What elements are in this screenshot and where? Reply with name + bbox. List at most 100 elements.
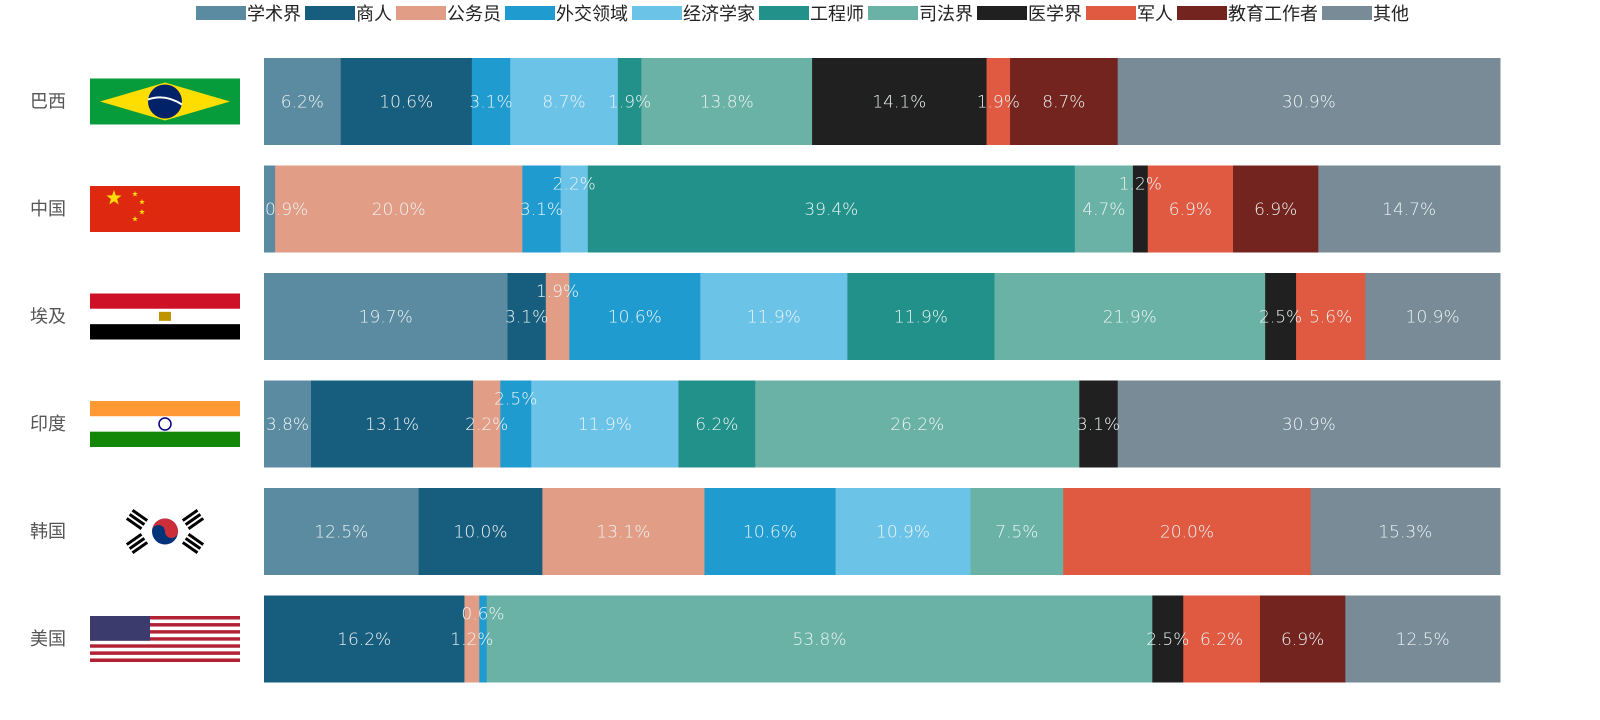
data-label: 8.7% xyxy=(1042,93,1085,113)
bar-segment[interactable] xyxy=(1074,165,1134,253)
legend-swatch xyxy=(396,6,446,20)
bar-segment[interactable] xyxy=(264,58,342,145)
legend-item[interactable]: 商人 xyxy=(305,4,392,25)
bar-segment[interactable] xyxy=(1079,380,1119,468)
data-label: 10.9% xyxy=(876,523,930,543)
data-label: 2.2% xyxy=(553,175,596,195)
bar-segment[interactable] xyxy=(264,488,420,575)
bar-segment[interactable] xyxy=(340,58,473,145)
bar-segment[interactable] xyxy=(1265,273,1297,360)
data-label: 12.5% xyxy=(1396,630,1450,650)
data-label: 14.7% xyxy=(1382,200,1436,220)
bar-segment[interactable] xyxy=(1010,58,1119,145)
data-label: 26.2% xyxy=(890,415,944,435)
legend-item[interactable]: 经济学家 xyxy=(632,4,755,25)
bar-segment[interactable] xyxy=(1183,595,1261,683)
legend-item[interactable]: 外交领域 xyxy=(505,4,628,25)
bar-segment[interactable] xyxy=(1152,595,1184,683)
bar-segment[interactable] xyxy=(1117,380,1501,468)
bar-segment[interactable] xyxy=(835,488,971,575)
bar-segment[interactable] xyxy=(542,488,705,575)
data-label: 2.2% xyxy=(465,415,508,435)
bar-segment[interactable] xyxy=(473,380,501,468)
bar-segment[interactable] xyxy=(986,58,1011,145)
legend-label: 外交领域 xyxy=(556,4,628,25)
bar-segment[interactable] xyxy=(1365,273,1501,360)
india-flag-icon xyxy=(90,401,240,447)
bar-rows: 巴西 6.2% 10.6% 3.1% 8.7% 1.9% 13.8% 14.1% 1.9% 8.7… xyxy=(30,58,1501,683)
bar-segment[interactable] xyxy=(755,380,1080,468)
bar-segment[interactable] xyxy=(531,380,679,468)
data-label: 14.1% xyxy=(872,93,926,113)
bar-segment[interactable] xyxy=(545,273,570,360)
data-label: 6.2% xyxy=(695,415,738,435)
bar-segment[interactable] xyxy=(507,273,547,360)
bar-segment[interactable] xyxy=(275,165,523,253)
bar-segment[interactable] xyxy=(700,273,848,360)
data-label: 13.8% xyxy=(700,93,754,113)
legend-label: 教育工作者 xyxy=(1228,4,1318,25)
legend-item[interactable]: 医学界 xyxy=(977,4,1082,25)
bar-segment[interactable] xyxy=(500,380,532,468)
legend-item[interactable]: 公务员 xyxy=(396,4,501,25)
bar-segment[interactable] xyxy=(1117,58,1501,145)
legend-swatch xyxy=(759,6,809,20)
legend-item[interactable]: 工程师 xyxy=(759,4,864,25)
bar-segment[interactable] xyxy=(617,58,642,145)
bar-segment[interactable] xyxy=(569,273,701,360)
bar-row: 印度 3.8% 13.1% 2.2% 2.5% 11.9% 6.2% 26.2% 3.1% 30.… xyxy=(30,380,1501,468)
data-label: 1.9% xyxy=(608,93,651,113)
bar-segment[interactable] xyxy=(1063,488,1312,575)
brazil-flag-icon xyxy=(90,78,240,125)
data-label: 20.0% xyxy=(372,200,426,220)
legend: 学术界 商人 公务员 外交领域 经济学家 工程师 司法界 医学界 军人 教育工作者 其他 xyxy=(196,4,1409,25)
legend-item[interactable]: 其他 xyxy=(1322,4,1409,25)
bar-segment[interactable] xyxy=(464,595,480,683)
legend-item[interactable]: 军人 xyxy=(1086,4,1173,25)
data-label: 2.5% xyxy=(1146,630,1189,650)
bar-segment[interactable] xyxy=(486,595,1153,683)
bar-segment[interactable] xyxy=(418,488,543,575)
bar-segment[interactable] xyxy=(471,58,511,145)
data-label: 20.0% xyxy=(1160,523,1214,543)
bar-segment[interactable] xyxy=(1345,595,1501,683)
bar-segment[interactable] xyxy=(264,380,312,468)
legend-item[interactable]: 教育工作者 xyxy=(1177,4,1318,25)
legend-swatch xyxy=(632,6,682,20)
bar-segment[interactable] xyxy=(1296,273,1366,360)
bar-segment[interactable] xyxy=(264,273,508,360)
bar-segment[interactable] xyxy=(847,273,995,360)
bar-segment[interactable] xyxy=(510,58,619,145)
bar-segment[interactable] xyxy=(678,380,756,468)
bar-segment[interactable] xyxy=(587,165,1076,253)
data-label: 1.2% xyxy=(450,630,493,650)
bar-segment[interactable] xyxy=(264,165,276,253)
bar-segment[interactable] xyxy=(812,58,988,145)
data-label: 19.7% xyxy=(359,308,413,328)
data-label: 13.1% xyxy=(365,415,419,435)
bar-row: 韩国 12.5% 10.0% 13.1% 10.6% 10.9% 7.5% 20.0% 15.3… xyxy=(30,488,1501,575)
legend-label: 司法界 xyxy=(919,4,973,25)
bar-segment[interactable] xyxy=(311,380,474,468)
bar-segment[interactable] xyxy=(1147,165,1234,253)
bar-segment[interactable] xyxy=(1318,165,1501,253)
legend-item[interactable]: 学术界 xyxy=(196,4,301,25)
bar-segment[interactable] xyxy=(994,273,1266,360)
data-label: 30.9% xyxy=(1282,415,1336,435)
bar-segment[interactable] xyxy=(1233,165,1319,253)
data-label: 3.8% xyxy=(266,415,309,435)
bar-segment[interactable] xyxy=(560,165,589,253)
legend-item[interactable]: 司法界 xyxy=(868,4,973,25)
bar-segment[interactable] xyxy=(704,488,837,575)
bar-segment[interactable] xyxy=(1259,595,1346,683)
legend-swatch xyxy=(868,6,918,20)
bar-segment[interactable] xyxy=(1310,488,1501,575)
bar-segment[interactable] xyxy=(641,58,813,145)
bar-segment[interactable] xyxy=(522,165,562,253)
bar-segment[interactable] xyxy=(479,595,488,683)
bar-segment[interactable] xyxy=(264,595,465,683)
legend-label: 经济学家 xyxy=(683,4,755,25)
bar-segment[interactable] xyxy=(970,488,1064,575)
data-label: 3.1% xyxy=(520,200,563,220)
bar-segment[interactable] xyxy=(1132,165,1149,253)
